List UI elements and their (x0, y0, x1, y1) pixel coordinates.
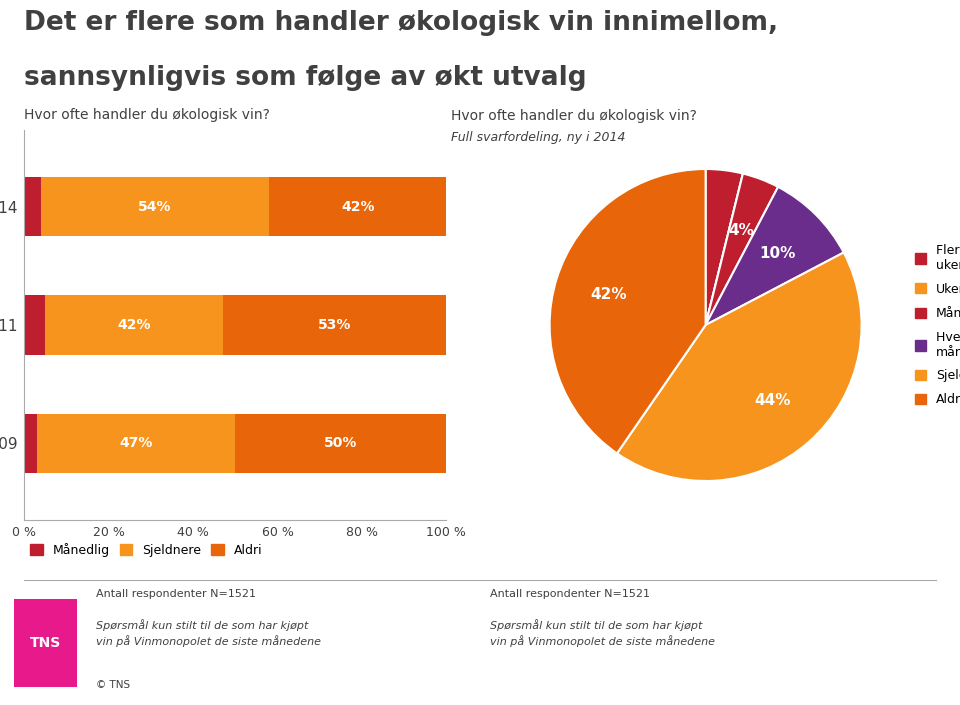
Text: Full svarfordeling, ny i 2014: Full svarfordeling, ny i 2014 (451, 131, 626, 144)
Text: 50%: 50% (324, 436, 357, 450)
Bar (24, 177, 41, 236)
Bar (36, 414, 235, 473)
FancyBboxPatch shape (14, 599, 77, 687)
Bar (235, 414, 446, 473)
Text: © TNS: © TNS (96, 680, 131, 690)
Text: 10%: 10% (759, 246, 796, 261)
Wedge shape (550, 169, 706, 453)
Text: TNS: TNS (30, 636, 61, 650)
Bar (41, 177, 269, 236)
Text: 53%: 53% (318, 318, 351, 332)
Text: 54%: 54% (138, 200, 172, 214)
Text: Hvor ofte handler du økologisk vin?: Hvor ofte handler du økologisk vin? (451, 109, 697, 123)
Wedge shape (706, 187, 844, 325)
Bar (24, 414, 36, 473)
Wedge shape (706, 169, 743, 325)
Text: Spørsmål kun stilt til de som har kjøpt
vin på Vinmonopolet de siste månedene: Spørsmål kun stilt til de som har kjøpt … (490, 619, 714, 646)
Bar (269, 177, 446, 236)
Text: Det er flere som handler økologisk vin innimellom,: Det er flere som handler økologisk vin i… (24, 11, 779, 37)
Text: 47%: 47% (119, 436, 153, 450)
Text: 42%: 42% (590, 288, 627, 302)
Bar (223, 295, 446, 355)
Text: Antall respondenter N=1521: Antall respondenter N=1521 (96, 589, 256, 599)
Wedge shape (706, 173, 743, 325)
Text: Spørsmål kun stilt til de som har kjøpt
vin på Vinmonopolet de siste månedene: Spørsmål kun stilt til de som har kjøpt … (96, 619, 321, 646)
Legend: Flere ganger i
uken, Ukentlig, Månedlig, Hver tredje
måned, Sjeldnere, Aldri: Flere ganger i uken, Ukentlig, Månedlig,… (915, 244, 960, 406)
Text: 44%: 44% (755, 393, 791, 408)
Bar (45, 295, 223, 355)
Text: 4%: 4% (729, 223, 755, 238)
Wedge shape (617, 252, 861, 481)
Legend: Månedlig, Sjeldnere, Aldri: Månedlig, Sjeldnere, Aldri (31, 543, 262, 557)
Text: 42%: 42% (117, 318, 151, 332)
Text: Antall respondenter N=1521: Antall respondenter N=1521 (490, 589, 650, 599)
Text: Hvor ofte handler du økologisk vin?: Hvor ofte handler du økologisk vin? (24, 108, 270, 122)
Text: 42%: 42% (341, 200, 374, 214)
Text: sannsynligvis som følge av økt utvalg: sannsynligvis som følge av økt utvalg (24, 65, 587, 91)
Wedge shape (706, 173, 779, 325)
Bar (24, 295, 45, 355)
